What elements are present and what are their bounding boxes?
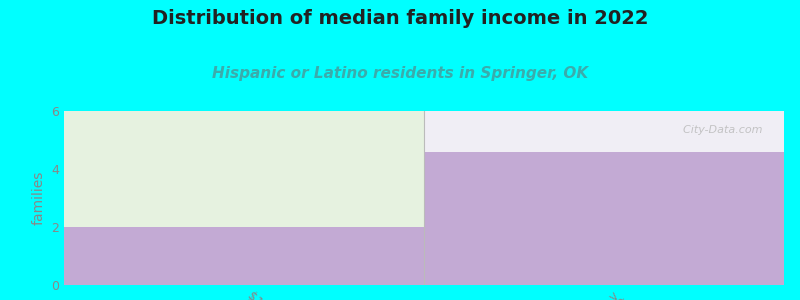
Text: Distribution of median family income in 2022: Distribution of median family income in … [152,9,648,28]
Text: Hispanic or Latino residents in Springer, OK: Hispanic or Latino residents in Springer… [212,66,588,81]
Bar [424,111,784,152]
Bar [424,152,784,285]
Y-axis label: families: families [31,171,46,225]
Bar [64,227,424,285]
Text: City-Data.com: City-Data.com [676,125,762,135]
Bar [64,111,424,227]
